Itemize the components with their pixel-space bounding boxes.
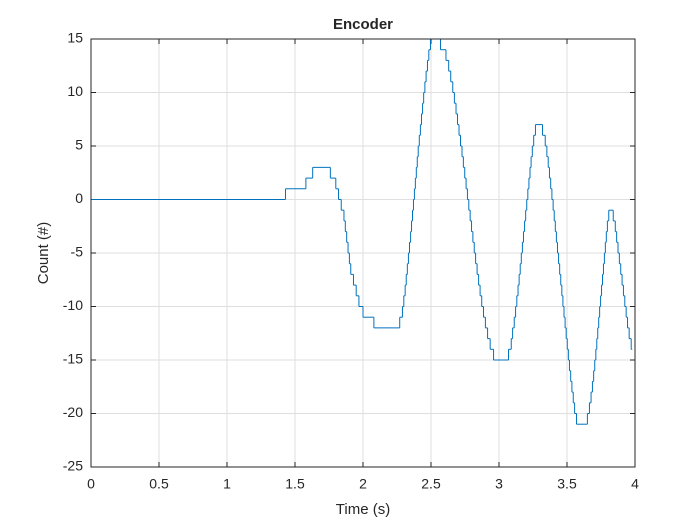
x-axis-label: Time (s) — [336, 501, 390, 518]
x-tick-label: 1.5 — [285, 476, 305, 492]
y-tick-label: 5 — [75, 137, 83, 153]
y-tick-label: -5 — [71, 244, 84, 260]
x-tick-label: 1 — [223, 476, 231, 492]
axes-box — [90, 38, 636, 468]
x-tick-label: 3 — [495, 476, 503, 492]
x-tick-label: 0.5 — [149, 476, 169, 492]
y-tick-label: 10 — [67, 83, 83, 99]
chart-title: Encoder — [333, 16, 393, 33]
x-tick-label: 2 — [359, 476, 367, 492]
y-tick-label: -15 — [63, 351, 83, 367]
x-tick-label: 3.5 — [557, 476, 577, 492]
x-tick-label: 4 — [631, 476, 639, 492]
x-tick-label: 0 — [87, 476, 95, 492]
step-riser — [284, 39, 632, 425]
x-tick-label: 2.5 — [421, 476, 441, 492]
y-tick-label: 15 — [67, 30, 83, 46]
y-tick-label: 0 — [75, 190, 83, 206]
y-tick-label: -25 — [63, 458, 83, 474]
y-axis-label: Count (#) — [35, 222, 52, 285]
y-tick-label: -20 — [63, 404, 83, 420]
y-tick-label: -10 — [63, 297, 83, 313]
